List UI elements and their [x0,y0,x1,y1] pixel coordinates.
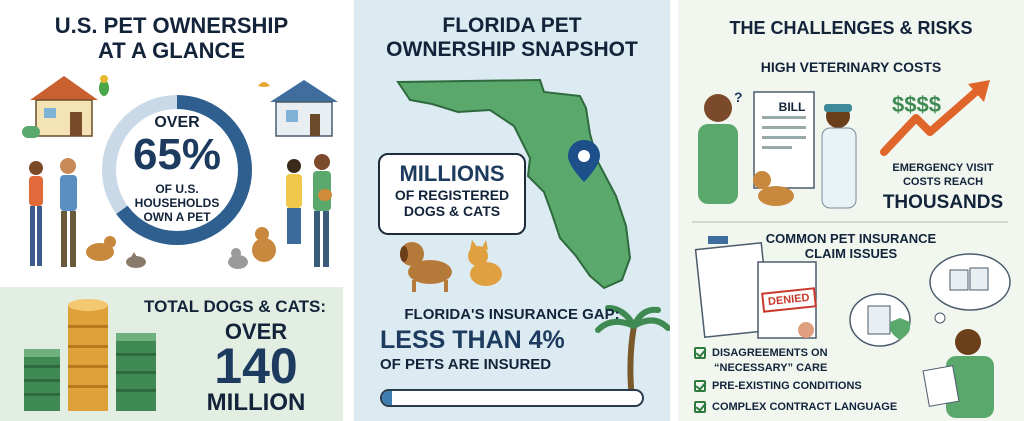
panel1-title-line2: AT A GLANCE [97,37,246,63]
family-right-illustration [228,154,332,269]
checkbox-icon [694,380,706,393]
total-value: 140 [214,338,298,394]
money-stack-icon [24,299,156,411]
vet-costs-title: HIGH VETERINARY COSTS [760,59,942,75]
shield-document-icon [849,293,911,347]
florida-panel: FLORIDA PET OWNERSHIP SNAPSHOT [354,0,670,421]
panel2-title-line1: FLORIDA PET [442,14,582,37]
issue-text: DISAGREEMENTS ON [712,347,828,359]
money-stack-left [24,349,60,411]
florida-illustration [396,78,670,401]
coin-stack-center [68,299,108,411]
issue-text: COMPLEX CONTRACT LANGUAGE [712,401,898,413]
stat-line5: OWN A PET [143,210,211,224]
challenges-panel: THE CHALLENGES & RISKS HIGH VETERINARY C… [678,0,1024,421]
location-pin-icon [568,140,600,182]
panel1-title: U.S. PET OWNERSHIP AT A GLANCE [0,13,343,63]
rising-cost-arrow-icon [880,80,990,156]
registered-pets-bubble: MILLIONS OF REGISTERED DOGS & CATS [378,153,526,235]
emergency-line2: COSTS REACH [902,176,984,188]
issue-item: COMPLEX CONTRACT LANGUAGE [694,401,898,414]
us-ownership-panel: U.S. PET OWNERSHIP AT A GLANCE [0,0,343,421]
family-left-illustration [29,158,146,268]
person-reading-illustration [922,329,994,418]
claims-title-line1: COMMON PET INSURANCE [765,231,937,246]
money-stack-right [116,333,156,411]
ownership-ring-chart [102,95,252,245]
parrot-icon [99,75,109,96]
dog-icon [753,171,794,206]
insurance-gap-value: LESS THAN 4% [380,326,565,354]
section-divider [692,221,1008,223]
thought-bubble-icon [929,253,1011,324]
issue-text: PRE-EXISTING CONDITIONS [712,380,862,392]
cost-symbol: $$$$ [892,92,941,117]
issue-text-continued: “NECESSARY” CARE [714,362,828,374]
insured-progress-fill [382,391,393,405]
total-pets-section: TOTAL DOGS & CATS: OVER 140 MILLION [0,287,343,421]
emergency-value: THOUSANDS [882,192,1004,213]
bubble-line3: DOGS & CATS [403,203,501,219]
insurance-gap-title: FLORIDA'S INSURANCE GAP: [404,306,620,323]
svg-text:?: ? [734,89,743,105]
stat-line3: OF U.S. [155,182,199,196]
panel2-title-line2: OWNERSHIP SNAPSHOT [386,37,638,61]
stat-line4: HOUSEHOLDS [134,196,220,210]
ring-progress [102,95,252,245]
us-ownership-illustration [22,75,338,269]
claims-title-line2: CLAIM ISSUES [804,245,898,261]
worried-person-illustration: ? [698,89,743,204]
insurance-gap-desc: OF PETS ARE INSURED [380,356,552,373]
total-unit: MILLION [206,389,306,416]
insured-progress-bar [380,389,644,407]
checkbox-icon [694,401,706,414]
panel3-title: THE CHALLENGES & RISKS [729,18,973,38]
bill-label: BILL [778,100,806,114]
veterinarian-illustration [821,104,857,209]
total-over: OVER [224,319,288,344]
stat-percent: 65% [132,130,222,179]
checkbox-icon [694,347,706,360]
total-label: TOTAL DOGS & CATS: [144,297,326,316]
bird-icon [258,82,270,87]
panel2-title: FLORIDA PET OWNERSHIP SNAPSHOT [354,14,670,61]
claims-title: COMMON PET INSURANCE CLAIM ISSUES [678,231,1024,261]
florida-map [396,78,632,290]
ownership-stat: OVER 65% OF U.S. HOUSEHOLDS OWN A PET [97,90,257,250]
bubble-line2: OF REGISTERED [394,187,510,203]
dog-icon [400,242,452,292]
stat-over-label: OVER [154,114,200,131]
issue-item: DISAGREEMENTS ON [694,347,828,360]
house-icon [270,80,338,137]
issue-item: PRE-EXISTING CONDITIONS [694,380,862,393]
cat-icon [468,240,502,286]
bubble-millions: MILLIONS [399,161,505,186]
house-icon [22,76,98,138]
panel1-title-line1: U.S. PET OWNERSHIP [54,13,289,38]
emergency-line1: EMERGENCY VISIT [892,162,994,174]
